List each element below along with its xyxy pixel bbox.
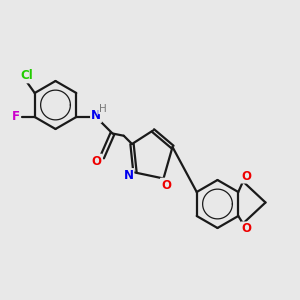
Text: O: O [92,154,102,168]
Text: N: N [91,109,101,122]
Text: O: O [242,222,252,236]
Text: H: H [99,103,106,114]
Text: N: N [123,169,134,182]
Text: O: O [242,169,252,183]
Text: Cl: Cl [21,69,34,82]
Text: O: O [161,178,171,192]
Text: F: F [11,110,20,124]
